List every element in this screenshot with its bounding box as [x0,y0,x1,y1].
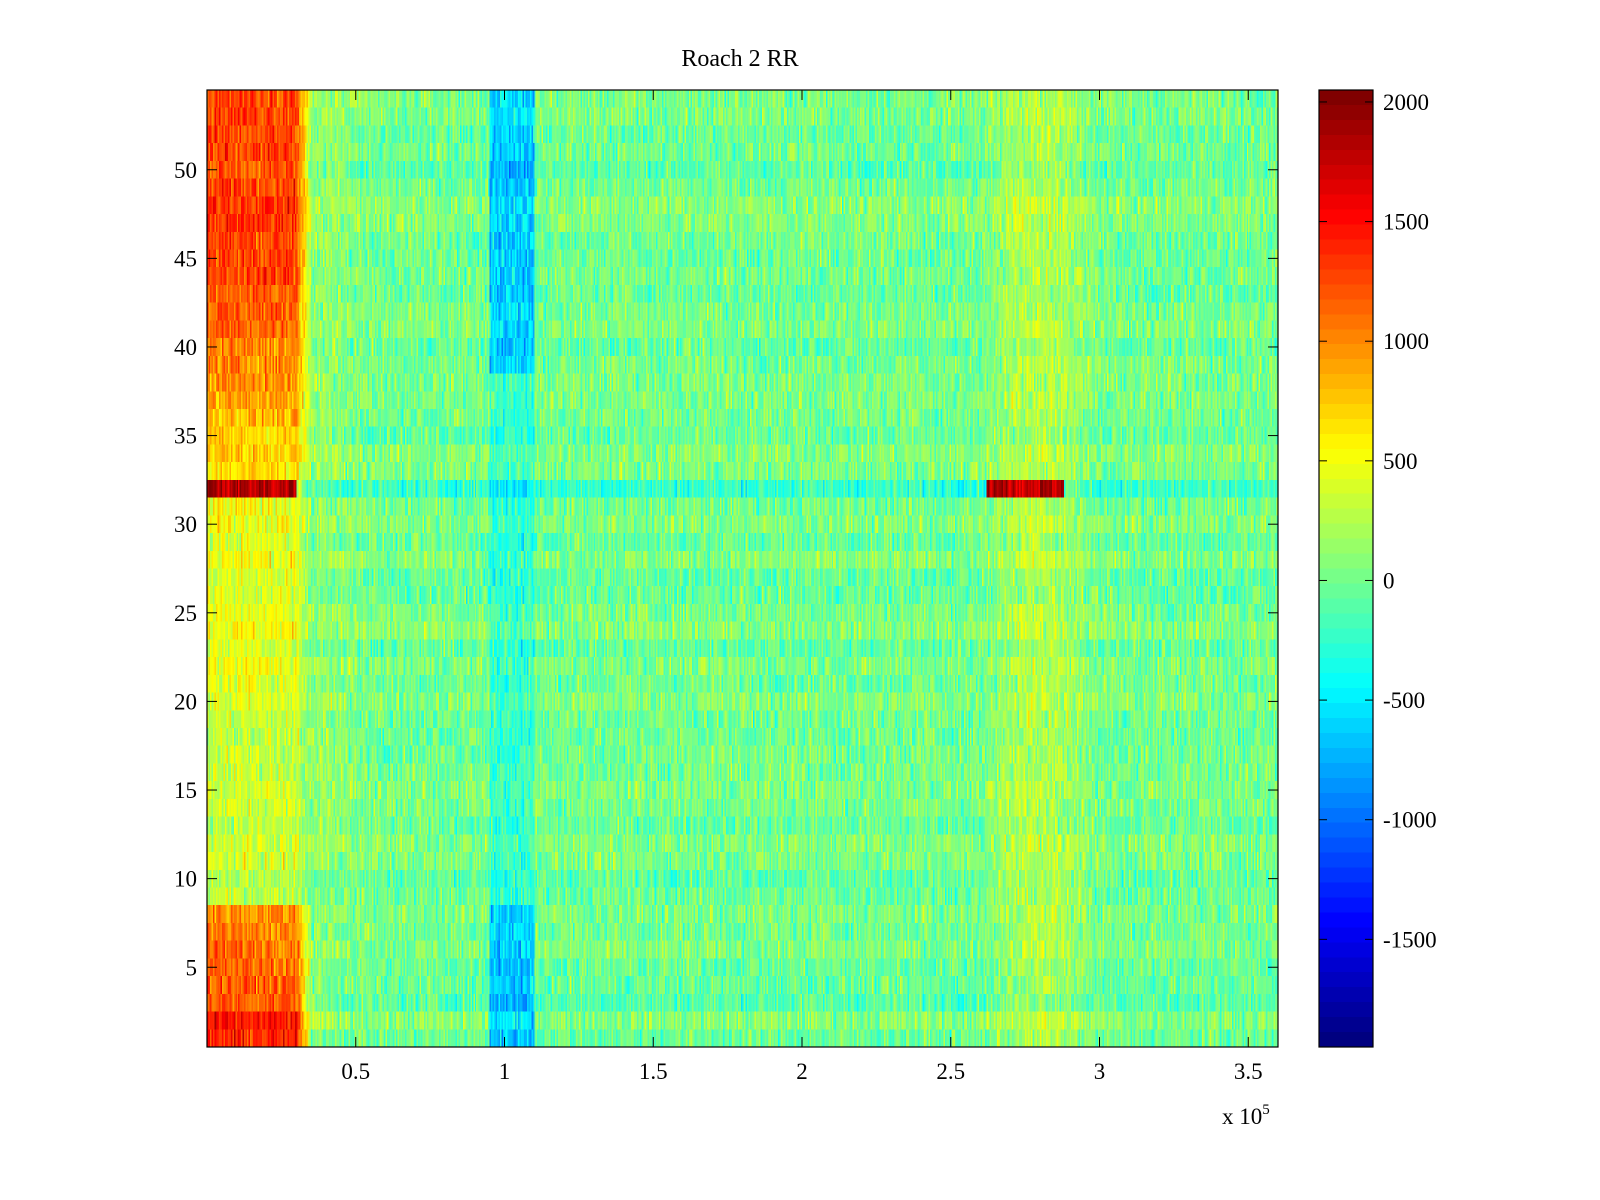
y-tick-label: 10 [174,867,197,892]
y-tick-label: 30 [174,512,197,537]
colorbar-tick-label: -1500 [1383,927,1437,952]
y-axis: 5 10 15 20 25 30 35 40 45 50 [174,158,1278,980]
y-tick-label: 5 [186,955,198,980]
colorbar-tick-label: 500 [1383,449,1418,474]
colorbar-tick-label: -500 [1383,688,1425,713]
colorbar-ticks: 2000 1500 1000 500 0 -500 -1000 -1500 [1319,90,1437,952]
colorbar-frame [1318,89,1374,1048]
x-axis: 0.5 1 1.5 2 2.5 3 3.5 [341,90,1263,1084]
y-tick-label: 15 [174,778,197,803]
x-multiplier-exponent: 5 [1262,1102,1270,1118]
plot-frame [206,89,1279,1048]
colorbar-tick-label: -1000 [1383,808,1437,833]
colorbar-tick-label: 0 [1383,568,1395,593]
x-tick-label: 2.5 [936,1059,965,1084]
x-tick-label: 3 [1094,1059,1106,1084]
colorbar-tick-label: 2000 [1383,90,1429,115]
x-multiplier: x 105 [1222,1102,1270,1129]
x-multiplier-base: x 10 [1222,1104,1262,1129]
y-tick-label: 45 [174,246,197,271]
chart-title: Roach 2 RR [681,46,798,72]
heatmap-image [207,90,1278,1047]
colorbar: 2000 1500 1000 500 0 -500 -1000 -1500 [1318,89,1437,1048]
y-tick-label: 40 [174,335,197,360]
x-tick-label: 0.5 [341,1059,370,1084]
colorbar-gradient [1319,90,1373,1047]
colorbar-tick-label: 1500 [1383,210,1429,235]
y-tick-label: 35 [174,424,197,449]
x-tick-label: 1.5 [639,1059,668,1084]
heatmap-plot-area [206,89,1279,1048]
y-tick-label: 50 [174,158,197,183]
x-tick-label: 3.5 [1234,1059,1263,1084]
x-tick-label: 2 [796,1059,808,1084]
y-tick-label: 25 [174,601,197,626]
y-tick-label: 20 [174,689,197,714]
x-tick-label: 1 [499,1059,511,1084]
colorbar-tick-label: 1000 [1383,329,1429,354]
